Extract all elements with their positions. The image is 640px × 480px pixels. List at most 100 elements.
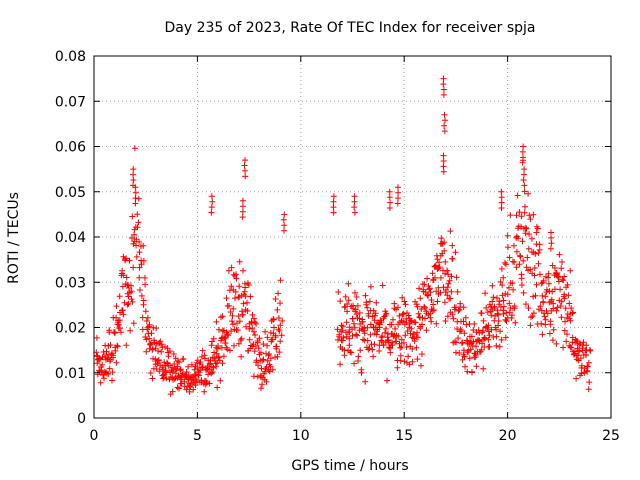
data-point: [240, 300, 247, 307]
data-point: [542, 316, 549, 323]
data-point: [440, 163, 447, 170]
data-point: [442, 318, 449, 324]
data-point: [119, 307, 126, 314]
data-points: [93, 75, 594, 398]
data-point: [522, 230, 529, 237]
data-point: [225, 332, 232, 339]
data-point: [244, 308, 251, 314]
data-point: [544, 310, 551, 317]
data-point: [440, 91, 447, 98]
data-point: [235, 340, 242, 347]
data-point: [130, 320, 137, 327]
data-point: [387, 349, 394, 356]
data-point: [529, 313, 536, 320]
data-point: [450, 315, 457, 322]
data-point: [206, 366, 213, 373]
data-point: [493, 333, 500, 340]
data-point: [186, 388, 193, 395]
data-point: [513, 248, 520, 255]
data-point: [361, 330, 368, 337]
data-point: [414, 303, 421, 310]
data-point: [109, 377, 115, 384]
data-point: [139, 314, 146, 321]
data-point: [350, 320, 357, 327]
data-point: [213, 318, 220, 325]
data-point: [468, 333, 475, 340]
data-point: [356, 309, 363, 316]
data-point: [408, 317, 415, 324]
data-point: [418, 362, 424, 369]
data-point: [554, 304, 561, 311]
data-point: [442, 258, 449, 265]
data-point: [228, 283, 235, 290]
data-point: [281, 227, 287, 234]
data-point: [198, 377, 205, 384]
data-point: [554, 273, 561, 280]
data-point: [489, 282, 496, 289]
data-point: [441, 299, 448, 306]
data-point: [460, 318, 467, 325]
data-point: [131, 145, 138, 152]
data-point: [209, 369, 216, 375]
data-point: [259, 381, 266, 388]
data-point: [560, 344, 567, 351]
data-point: [101, 375, 107, 382]
data-point: [452, 249, 459, 256]
data-point: [504, 291, 511, 298]
data-point: [109, 369, 116, 376]
data-point: [535, 250, 542, 256]
data-point: [128, 288, 135, 295]
data-point: [495, 311, 502, 318]
data-point: [447, 295, 454, 302]
data-point: [262, 328, 269, 335]
data-point: [547, 245, 554, 252]
data-point: [514, 192, 521, 199]
data-point: [252, 332, 258, 338]
data-point: [533, 281, 540, 288]
data-point: [238, 353, 245, 360]
data-point: [188, 361, 195, 368]
data-point: [511, 305, 518, 312]
data-point: [527, 266, 534, 273]
data-point: [201, 355, 208, 362]
data-point: [171, 361, 178, 367]
data-point: [242, 167, 248, 174]
data-point: [215, 354, 222, 361]
data-point: [505, 244, 511, 251]
y-axis-label: ROTI / TECUs: [6, 192, 22, 284]
data-point: [461, 353, 468, 360]
data-point: [140, 301, 147, 308]
data-point: [482, 335, 488, 342]
data-point: [219, 313, 226, 320]
data-point: [548, 240, 555, 247]
data-point: [359, 318, 366, 325]
data-point: [437, 289, 444, 296]
data-point: [355, 353, 362, 360]
data-point: [219, 360, 226, 367]
data-point: [390, 316, 396, 323]
data-point: [119, 267, 126, 274]
data-point: [539, 331, 546, 338]
data-point: [411, 338, 418, 345]
data-point: [556, 251, 563, 258]
data-point: [264, 334, 271, 341]
data-point: [542, 293, 549, 300]
data-point: [219, 328, 226, 334]
data-point: [144, 314, 151, 321]
data-point: [330, 204, 337, 211]
data-point: [419, 351, 425, 358]
y-tick-label: 0.07: [55, 94, 86, 110]
x-tick-label: 10: [292, 428, 310, 444]
data-point: [201, 388, 208, 395]
data-point: [469, 368, 475, 375]
data-point: [520, 154, 526, 161]
data-point: [336, 333, 343, 340]
data-point: [414, 329, 420, 336]
data-point: [545, 280, 552, 287]
data-point: [494, 295, 500, 301]
data-point: [110, 352, 116, 359]
x-tick-label: 20: [499, 428, 517, 444]
data-point: [348, 349, 355, 356]
data-point: [437, 274, 444, 281]
data-point: [163, 367, 169, 374]
